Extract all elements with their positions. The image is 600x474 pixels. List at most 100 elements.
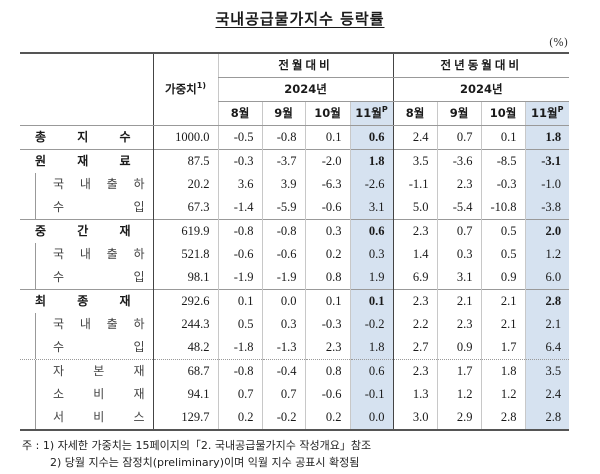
yoy-cell: 2.3 — [392, 359, 438, 383]
mom-cell: -0.3 — [304, 313, 350, 336]
mom-cell: 0.6 — [349, 219, 394, 243]
mom-cell: -0.6 — [261, 243, 305, 266]
yoy-cell: 2.3 — [392, 289, 438, 313]
mom-cell: 3.1 — [349, 196, 394, 220]
yoy-cell: -8.5 — [480, 149, 526, 173]
table-row: 수 입 67.3 -1.4 -5.9 -0.6 3.1 5.0 -5.4 -10.8 -3.8 — [20, 196, 570, 220]
mom-cell: -0.3 — [217, 149, 262, 173]
mom-cell: 0.0 — [261, 289, 305, 313]
yoy-cell: 2.3 — [436, 173, 482, 196]
footnote-1: 주 : 1) 자세한 가중치는 15페이지의「2. 국내공급물가지수 작성개요」… — [22, 439, 372, 452]
yoy-month-9: 9월 — [436, 101, 482, 126]
mom-cell: -0.4 — [261, 359, 305, 383]
mom-cell: -0.2 — [261, 406, 305, 431]
table-row: 중 간 재 619.9 -0.8 -0.8 0.3 0.6 2.3 0.7 0.5 2.0 — [20, 219, 570, 243]
weight-cell: 68.7 — [152, 359, 218, 383]
mom-cell: 1.8 — [349, 336, 394, 360]
mom-cell: -2.6 — [349, 173, 394, 196]
weight-cell: 48.2 — [152, 336, 218, 360]
yoy-year: 2024년 — [392, 77, 570, 102]
table-row: 소 비 재 94.1 0.7 0.7 -0.6 -0.1 1.3 1.2 1.2 2.4 — [20, 383, 570, 406]
yoy-cell: 2.8 — [480, 406, 526, 431]
mom-cell: -0.5 — [217, 125, 262, 150]
mom-cell: -1.8 — [217, 336, 262, 360]
yoy-cell: 6.4 — [524, 336, 570, 360]
mom-cell: -1.9 — [261, 266, 305, 290]
mom-cell: -0.1 — [349, 383, 394, 406]
yoy-month-11: 11월P — [524, 101, 570, 126]
yoy-cell: 1.8 — [524, 125, 570, 150]
table-row: 국 내 출 하 244.3 0.5 0.3 -0.3 -0.2 2.2 2.3 2.1 2.1 — [20, 313, 570, 336]
table-row: 수 입 48.2 -1.8 -1.3 2.3 1.8 2.7 0.9 1.7 6.4 — [20, 336, 570, 360]
table-row: 총 지 수 1000.0 -0.5 -0.8 0.1 0.6 2.4 0.7 0.1 1.8 — [20, 125, 570, 150]
weight-cell: 87.5 — [152, 149, 218, 173]
yoy-header: 전년동월대비 — [392, 52, 570, 78]
yoy-cell: 0.7 — [436, 219, 482, 243]
yoy-cell: -1.0 — [524, 173, 570, 196]
mom-cell: 0.5 — [217, 313, 262, 336]
label-header — [20, 52, 153, 126]
weight-cell: 20.2 — [152, 173, 218, 196]
weight-cell: 94.1 — [152, 383, 218, 406]
mom-cell: 0.1 — [304, 125, 350, 150]
yoy-cell: 2.4 — [392, 125, 438, 150]
mom-cell: -1.4 — [217, 196, 262, 220]
mom-cell: -0.8 — [217, 359, 262, 383]
yoy-cell: -5.4 — [436, 196, 482, 220]
yoy-cell: 2.1 — [480, 289, 526, 313]
mom-cell: -0.6 — [304, 383, 350, 406]
table-row: 원 재 료 87.5 -0.3 -3.7 -2.0 1.8 3.5 -3.6 -8.5 -3.1 — [20, 149, 570, 173]
mom-cell: -0.8 — [217, 219, 262, 243]
yoy-cell: 3.0 — [392, 406, 438, 431]
mom-cell: -2.0 — [304, 149, 350, 173]
yoy-cell: 2.0 — [524, 219, 570, 243]
yoy-cell: -3.1 — [524, 149, 570, 173]
mom-cell: 3.9 — [261, 173, 305, 196]
yoy-cell: 0.7 — [436, 125, 482, 150]
mom-cell: 0.1 — [217, 289, 262, 313]
weight-cell: 292.6 — [152, 289, 218, 313]
table-row: 서 비 스 129.7 0.2 -0.2 0.2 0.0 3.0 2.9 2.8 2.8 — [20, 406, 570, 431]
mom-cell: -0.6 — [304, 196, 350, 220]
yoy-cell: 2.7 — [392, 336, 438, 360]
mom-cell: 0.3 — [349, 243, 394, 266]
weight-header: 가중치1) — [152, 52, 218, 126]
mom-cell: 0.2 — [217, 406, 262, 431]
yoy-cell: 1.2 — [436, 383, 482, 406]
yoy-cell: 2.1 — [524, 313, 570, 336]
yoy-cell: 1.2 — [480, 383, 526, 406]
yoy-cell: 0.3 — [436, 243, 482, 266]
mom-cell: 0.2 — [304, 243, 350, 266]
mom-month-9: 9월 — [261, 101, 305, 126]
page-title: 국내공급물가지수 등락률 — [215, 10, 385, 28]
yoy-cell: 1.7 — [480, 336, 526, 360]
mom-cell: 0.8 — [304, 266, 350, 290]
mom-cell: -0.6 — [217, 243, 262, 266]
footnote-2: 2) 당월 지수는 잠정치(preliminary)이며 익월 지수 공표시 확… — [50, 456, 360, 469]
yoy-cell: 6.0 — [524, 266, 570, 290]
yoy-cell: 2.4 — [524, 383, 570, 406]
mom-cell: 0.7 — [217, 383, 262, 406]
mom-cell: 0.0 — [349, 406, 394, 431]
mom-header: 전월대비 — [217, 52, 394, 78]
table-body: 총 지 수 1000.0 -0.5 -0.8 0.1 0.6 2.4 0.7 0.1 1.8 원 재 료 87… — [20, 125, 570, 431]
yoy-cell: 1.8 — [480, 359, 526, 383]
footnotes: 주 : 1) 자세한 가중치는 15페이지의「2. 국내공급물가지수 작성개요」… — [22, 437, 371, 471]
mom-cell: -0.2 — [349, 313, 394, 336]
yoy-cell: -1.1 — [392, 173, 438, 196]
yoy-cell: -3.6 — [436, 149, 482, 173]
mom-cell: 0.6 — [349, 359, 394, 383]
yoy-cell: 3.5 — [524, 359, 570, 383]
mom-cell: 2.3 — [304, 336, 350, 360]
mom-cell: -3.7 — [261, 149, 305, 173]
unit-label: (%) — [548, 36, 568, 49]
yoy-cell: 2.8 — [524, 289, 570, 313]
